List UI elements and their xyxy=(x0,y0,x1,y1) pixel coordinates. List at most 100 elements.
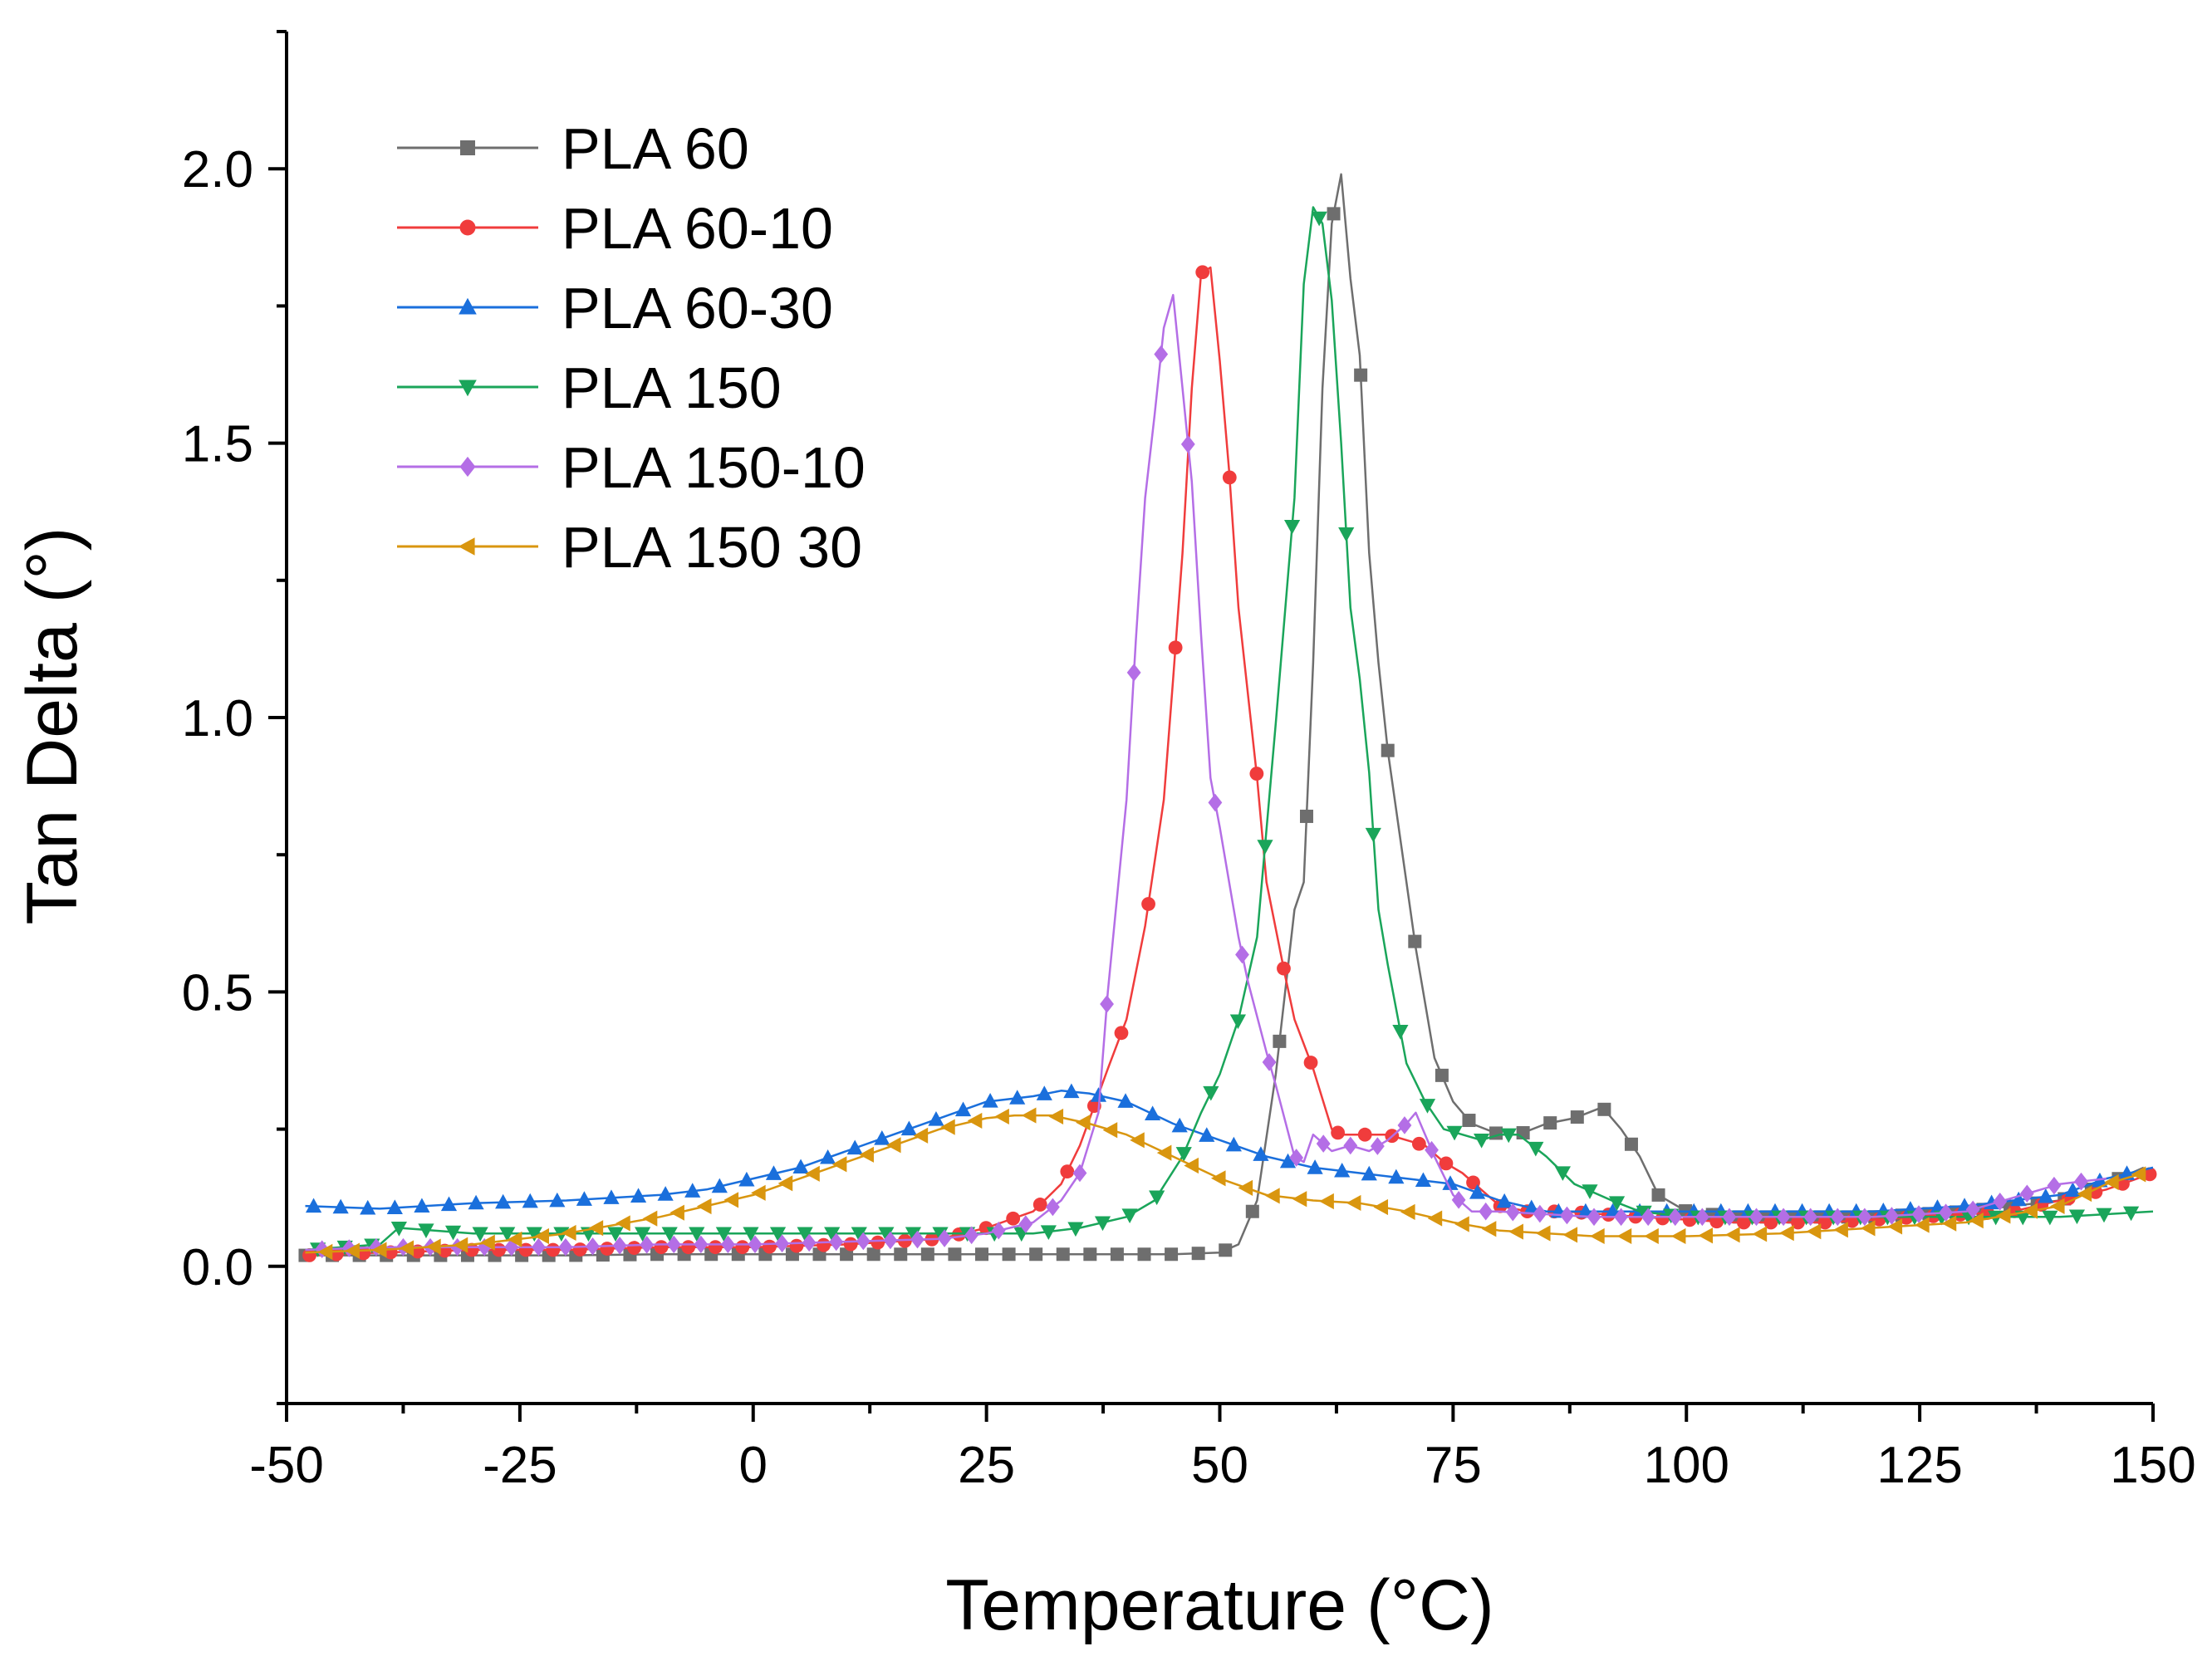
data-point-marker xyxy=(1316,1134,1331,1153)
data-point-marker xyxy=(459,380,477,397)
data-point-marker xyxy=(1180,435,1195,453)
data-point-marker xyxy=(1100,995,1114,1013)
y-tick-label: 1.0 xyxy=(182,690,253,747)
data-point-marker xyxy=(1381,743,1395,757)
legend-label: PLA 60-30 xyxy=(562,276,833,341)
data-point-marker xyxy=(2077,1185,2092,1203)
data-point-marker xyxy=(1235,945,1249,964)
data-point-marker xyxy=(2014,1210,2031,1226)
data-point-marker xyxy=(654,1240,669,1255)
data-point-marker xyxy=(1614,1208,1629,1227)
x-tick-label: -25 xyxy=(483,1437,557,1494)
data-point-marker xyxy=(572,1242,587,1257)
data-point-marker xyxy=(390,1221,407,1237)
data-point-marker xyxy=(820,1149,836,1164)
data-point-marker xyxy=(696,1198,712,1215)
data-point-marker xyxy=(1993,1193,2008,1211)
data-point-marker xyxy=(748,1235,763,1254)
data-point-marker xyxy=(1535,1225,1551,1242)
legend-label: PLA 150 30 xyxy=(562,515,862,580)
data-point-marker xyxy=(920,1247,934,1262)
data-point-marker xyxy=(1102,1122,1118,1139)
data-point-marker xyxy=(1245,1204,1259,1218)
data-point-marker xyxy=(681,1240,696,1255)
data-point-marker xyxy=(459,456,476,478)
data-point-marker xyxy=(829,1232,844,1252)
plot-series-group xyxy=(298,173,2157,1262)
data-point-marker xyxy=(1442,1175,1459,1190)
data-point-marker xyxy=(1283,519,1301,535)
data-point-marker xyxy=(689,1227,705,1242)
data-point-marker xyxy=(495,1193,512,1209)
data-point-marker xyxy=(1265,1188,1280,1204)
axes-group: -50 -25 0 25 50 75 100 125 150 0.0 0.5 1.0 1.5 2.0 xyxy=(182,30,2196,1494)
data-point-marker xyxy=(1334,1162,1351,1178)
data-point-marker xyxy=(2074,1172,2088,1191)
data-point-marker xyxy=(1273,1034,1287,1048)
data-point-marker xyxy=(1063,1083,1080,1099)
data-point-marker xyxy=(1481,1221,1497,1237)
data-point-marker xyxy=(1021,1107,1037,1124)
data-point-marker xyxy=(1208,793,1223,812)
data-point-marker xyxy=(1803,1208,1818,1227)
data-point-marker xyxy=(1361,1165,1377,1181)
data-point-marker xyxy=(459,219,476,236)
data-point-marker xyxy=(522,1193,538,1208)
data-point-marker xyxy=(792,1159,809,1174)
data-point-marker xyxy=(1533,1204,1547,1223)
data-point-marker xyxy=(913,1127,929,1144)
data-point-marker xyxy=(459,297,477,315)
data-point-marker xyxy=(1249,767,1264,781)
data-point-marker xyxy=(982,1093,998,1108)
x-tick-label: 150 xyxy=(2110,1437,2195,1494)
legend-label: PLA 60-10 xyxy=(562,196,833,261)
data-point-marker xyxy=(1641,1208,1655,1227)
data-point-marker xyxy=(1885,1207,1899,1225)
data-point-marker xyxy=(1830,1208,1845,1227)
data-point-marker xyxy=(1462,1114,1476,1128)
data-point-marker xyxy=(1165,1247,1179,1262)
data-point-marker xyxy=(1833,1222,1848,1238)
data-point-marker xyxy=(1121,1208,1138,1224)
data-point-marker xyxy=(1319,1193,1334,1210)
data-point-marker xyxy=(894,1247,908,1262)
data-point-marker xyxy=(1175,1147,1192,1162)
data-point-marker xyxy=(1032,1198,1047,1212)
data-point-marker xyxy=(1698,1227,1714,1244)
data-point-marker xyxy=(1203,1085,1219,1101)
data-point-marker xyxy=(360,1199,376,1215)
data-point-marker xyxy=(453,1237,468,1253)
data-point-marker xyxy=(1114,1026,1129,1041)
x-tick-label: 100 xyxy=(1644,1437,1729,1494)
data-point-marker xyxy=(561,1224,576,1242)
data-point-marker xyxy=(371,1242,387,1258)
legend-item: PLA 150 30 xyxy=(397,515,862,580)
data-point-marker xyxy=(661,1227,678,1242)
data-point-marker xyxy=(1056,1247,1070,1262)
data-point-marker xyxy=(1587,1208,1601,1227)
x-tick-label: 75 xyxy=(1425,1437,1482,1494)
legend: PLA 60 PLA 60-10 PLA 60-30 PLA 150 PLA 150-1… xyxy=(397,116,866,580)
data-point-marker xyxy=(1597,1102,1611,1116)
data-point-marker xyxy=(738,1171,755,1187)
data-point-marker xyxy=(534,1227,550,1245)
data-point-marker xyxy=(2042,1210,2058,1226)
data-point-marker xyxy=(507,1231,522,1247)
data-point-marker xyxy=(802,1233,817,1252)
data-point-marker xyxy=(1500,1128,1517,1144)
data-point-marker xyxy=(1365,827,1381,843)
legend-label: PLA 150 xyxy=(562,355,782,420)
data-point-marker xyxy=(458,537,475,556)
data-point-marker xyxy=(1616,1227,1632,1245)
data-point-marker xyxy=(1156,1144,1172,1161)
data-point-marker xyxy=(769,1227,787,1242)
data-point-marker xyxy=(317,1243,333,1260)
data-point-marker xyxy=(1036,1085,1052,1100)
data-point-marker xyxy=(657,1186,674,1201)
data-point-marker xyxy=(586,1237,600,1256)
data-point-marker xyxy=(440,1196,458,1212)
data-point-marker xyxy=(910,1230,925,1249)
data-point-marker xyxy=(1435,1068,1449,1082)
y-tick-label: 0.0 xyxy=(182,1239,253,1296)
data-point-marker xyxy=(1311,211,1327,227)
